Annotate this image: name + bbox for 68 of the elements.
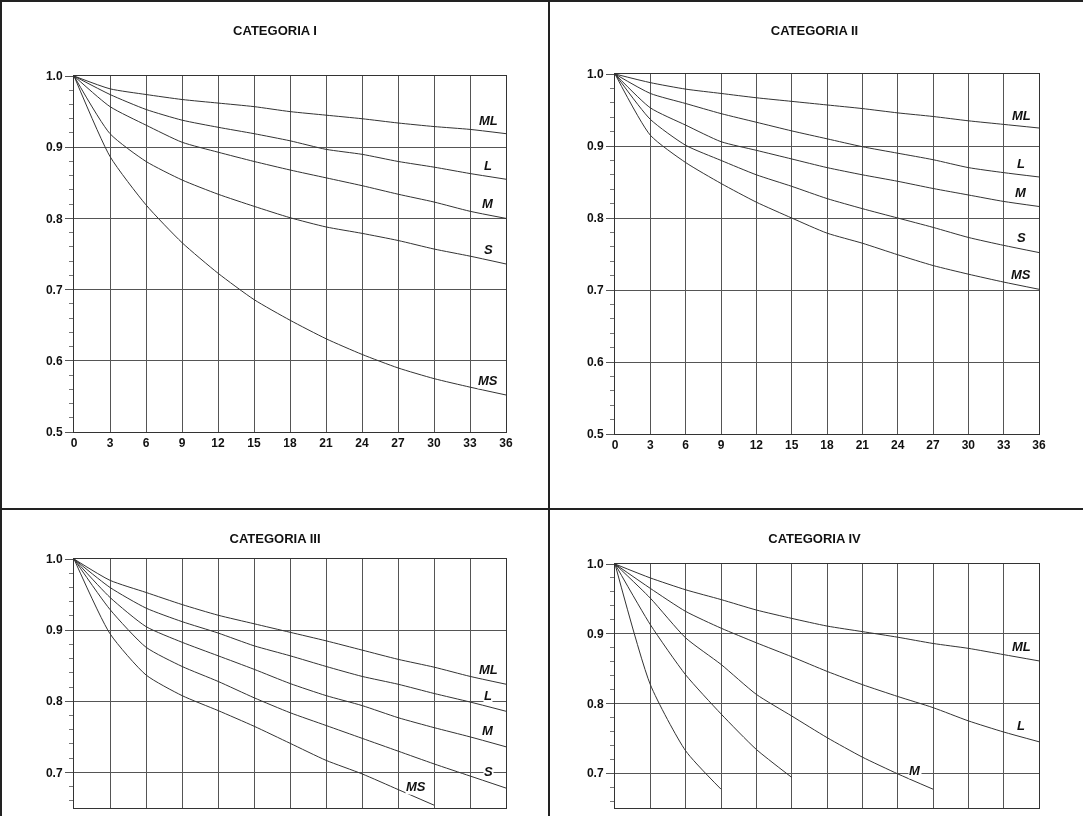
- y-tick-label: 0.6: [45, 354, 63, 368]
- series-label: MS: [1011, 267, 1031, 282]
- x-tick-label: 9: [717, 438, 725, 453]
- x-tick-label: 15: [247, 436, 261, 451]
- x-tick-label: 33: [996, 438, 1011, 453]
- series-label: M: [482, 196, 494, 211]
- y-tick-label: 0.5: [45, 425, 63, 440]
- y-tick-label: 0.5: [586, 427, 604, 442]
- series-label: L: [484, 688, 492, 703]
- series-label: M: [482, 723, 494, 738]
- x-tick-label: 33: [463, 436, 477, 451]
- x-tick-label: 15: [784, 438, 799, 453]
- series-label: MS: [478, 373, 498, 388]
- series-label: S: [484, 764, 493, 779]
- series-label: ML: [1012, 639, 1031, 654]
- x-tick-label: 3: [106, 436, 114, 451]
- x-tick-label: 12: [211, 436, 225, 451]
- x-tick-label: 0: [70, 436, 78, 451]
- series-label: L: [1017, 718, 1025, 733]
- series-label: ML: [479, 662, 498, 677]
- y-tick-label: 1.0: [45, 552, 63, 567]
- series-label: MS: [406, 779, 426, 794]
- x-tick-label: 12: [749, 438, 764, 453]
- y-tick-label: 0.9: [45, 140, 63, 155]
- series-label: L: [484, 158, 492, 173]
- x-tick-label: 36: [1032, 438, 1046, 453]
- x-tick-label: 18: [820, 438, 834, 453]
- y-tick-label: 0.7: [586, 766, 604, 781]
- series-label: M: [1015, 185, 1027, 200]
- y-tick-label: 0.6: [586, 355, 604, 370]
- series-label: S: [484, 242, 493, 257]
- y-tick-label: 0.9: [45, 623, 63, 638]
- x-tick-label: 24: [890, 438, 905, 453]
- y-tick-label: 1.0: [586, 557, 604, 572]
- x-tick-label: 3: [646, 438, 654, 453]
- x-tick-label: 6: [142, 436, 150, 451]
- x-tick-label: 0: [611, 438, 619, 453]
- series-label: ML: [1012, 108, 1031, 123]
- y-tick-label: 0.8: [45, 211, 63, 226]
- x-tick-label: 6: [682, 438, 690, 453]
- y-tick-label: 0.9: [586, 626, 604, 641]
- y-tick-label: 1.0: [586, 67, 604, 82]
- series-label: S: [1017, 230, 1026, 245]
- y-tick-label: 0.9: [586, 139, 604, 154]
- chart-title: CATEGORIA II: [770, 22, 859, 38]
- x-tick-label: 24: [355, 436, 369, 451]
- y-tick-label: 0.7: [45, 282, 63, 297]
- x-tick-label: 36: [499, 436, 513, 451]
- y-tick-label: 0.7: [45, 765, 63, 780]
- y-tick-label: 1.0: [45, 69, 63, 84]
- x-tick-label: 27: [391, 436, 405, 451]
- y-tick-label: 0.7: [586, 283, 604, 298]
- chart-title: CATEGORIA I: [233, 22, 317, 38]
- y-tick-label: 0.8: [586, 211, 604, 226]
- x-tick-label: 18: [283, 436, 297, 451]
- x-tick-label: 21: [855, 438, 870, 453]
- series-label: M: [909, 763, 921, 778]
- series-label: ML: [479, 113, 498, 128]
- chart-title: CATEGORIA III: [229, 530, 321, 546]
- x-tick-label: 9: [178, 436, 186, 451]
- x-tick-label: 30: [961, 438, 976, 453]
- y-tick-label: 0.8: [45, 694, 63, 709]
- x-tick-label: 21: [319, 436, 333, 451]
- x-tick-label: 30: [427, 436, 441, 451]
- chart-title: CATEGORIA IV: [768, 530, 862, 546]
- y-tick-label: 0.8: [586, 696, 604, 711]
- x-tick-label: 27: [926, 438, 940, 453]
- series-label: L: [1017, 156, 1025, 171]
